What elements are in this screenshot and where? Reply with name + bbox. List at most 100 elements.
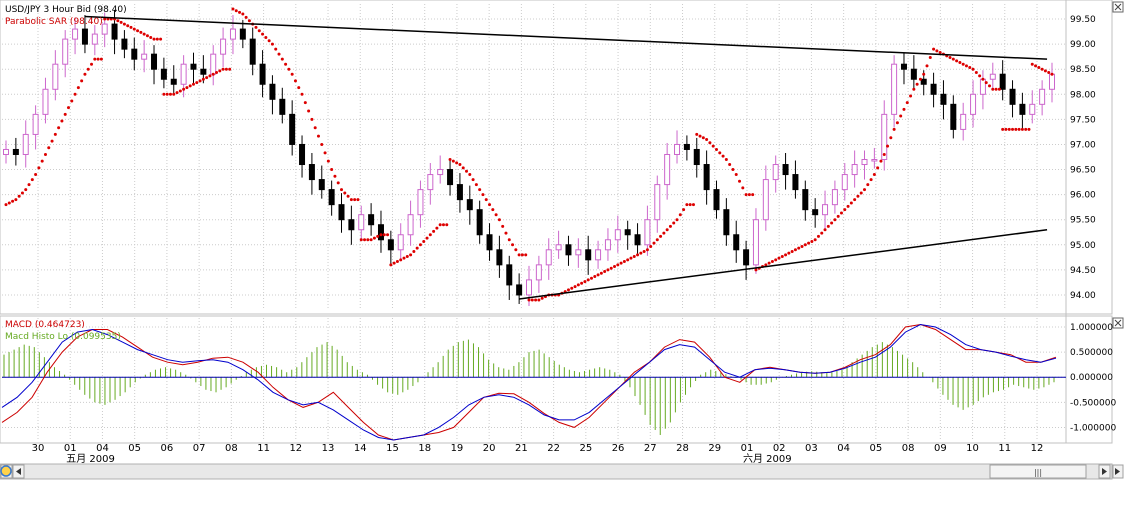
x-tick-label: 25	[579, 443, 592, 454]
candle-body	[338, 204, 345, 221]
candle-body	[220, 38, 227, 55]
sar-dot	[609, 266, 613, 270]
sar-dot	[310, 117, 314, 121]
sar-dot	[307, 109, 311, 113]
sar-dot	[599, 271, 603, 275]
sar-dot	[422, 239, 426, 243]
sar-dot	[652, 241, 656, 245]
candle-body	[506, 264, 513, 286]
legend-histo: Macd Histo Lo (0.099535)	[5, 332, 121, 342]
price-panel-close-button[interactable]	[1112, 1, 1124, 13]
sar-dot	[445, 223, 449, 227]
sar-dot	[613, 265, 617, 269]
scroll-right-button[interactable]	[1098, 464, 1111, 479]
sar-dot	[1001, 127, 1005, 131]
sar-dot	[787, 251, 791, 255]
trendline-upper	[84, 15, 1048, 60]
candle-body	[979, 78, 986, 95]
sar-dot	[205, 76, 209, 80]
x-tick-label: 05	[128, 443, 141, 454]
candle-body	[891, 63, 898, 115]
sar-dot	[603, 270, 607, 274]
price-panel-frame	[0, 0, 1113, 315]
sar-dot	[685, 203, 689, 207]
sar-dot	[724, 158, 728, 162]
sar-dot	[537, 298, 541, 302]
sar-dot	[935, 49, 939, 53]
candle-body	[940, 93, 947, 105]
sar-dot	[534, 298, 538, 302]
sar-dot	[185, 86, 189, 90]
candle-body	[121, 38, 128, 50]
x-tick-label: 04	[96, 443, 109, 454]
candle-body	[999, 73, 1006, 90]
sar-dot	[915, 82, 919, 86]
candle-body	[614, 229, 621, 241]
sar-dot	[7, 201, 11, 205]
refresh-icon[interactable]	[0, 465, 12, 477]
candle-body	[595, 249, 602, 261]
sar-dot	[132, 27, 136, 31]
candle-body	[654, 184, 661, 221]
sar-dot	[1007, 127, 1011, 131]
macd-line	[1, 323, 1057, 441]
sar-dot	[639, 251, 643, 255]
sar-dot	[672, 221, 676, 225]
sar-dot	[876, 166, 880, 170]
sar-dot	[218, 69, 222, 73]
sar-dot	[20, 191, 24, 195]
candle-body	[229, 28, 236, 40]
sar-dot	[392, 261, 396, 265]
sar-dot	[705, 137, 709, 141]
sar-dot	[254, 25, 258, 29]
scroll-thumb[interactable]: |||	[989, 464, 1087, 479]
candle-body	[72, 28, 79, 40]
sar-dot	[461, 166, 465, 170]
sar-dot	[478, 188, 482, 192]
price-y-tick-label: 94.50	[1070, 266, 1096, 276]
candle-body	[1049, 73, 1055, 90]
horizontal-scrollbar[interactable]: |||	[0, 463, 1113, 480]
sar-dot	[228, 67, 232, 71]
sar-dot	[971, 67, 975, 71]
sar-dot	[244, 15, 248, 19]
parabolic-sar-series	[4, 7, 1054, 302]
sar-dot	[790, 249, 794, 253]
sar-dot	[889, 136, 893, 140]
sar-dot	[636, 253, 640, 257]
macd-y-tick-label: 1.000000	[1070, 323, 1113, 333]
candle-body	[851, 164, 858, 176]
sar-dot	[895, 121, 899, 125]
x-tick-label: 11	[257, 443, 270, 454]
sar-dot	[981, 77, 985, 81]
sar-dot	[284, 62, 288, 66]
scroll-end-button[interactable]	[1112, 464, 1124, 479]
x-tick-label: 09	[934, 443, 947, 454]
candle-body	[555, 244, 562, 251]
sar-dot	[300, 92, 304, 96]
sar-dot	[839, 211, 843, 215]
candle-body	[1019, 103, 1026, 115]
sar-dot	[326, 159, 330, 163]
sar-dot	[418, 243, 422, 247]
sar-dot	[247, 19, 251, 23]
sar-dot	[938, 50, 942, 54]
sar-dot	[293, 79, 297, 83]
sar-dot	[573, 285, 577, 289]
x-tick-label: 13	[322, 443, 335, 454]
candle-body	[822, 204, 829, 216]
sar-dot	[853, 198, 857, 202]
candle-body	[920, 78, 927, 85]
sar-dot	[382, 233, 386, 237]
price-y-tick-label: 99.00	[1070, 40, 1096, 50]
sar-dot	[784, 253, 788, 257]
scroll-left-step-button[interactable]	[12, 464, 25, 479]
candle-body	[141, 53, 148, 60]
sar-dot	[589, 276, 593, 280]
close-icon	[1114, 319, 1122, 327]
candle-body	[377, 224, 384, 241]
sar-dot	[195, 81, 199, 85]
sar-dot	[997, 87, 1001, 91]
macd-panel-close-button[interactable]	[1112, 317, 1124, 329]
sar-dot	[665, 228, 669, 232]
